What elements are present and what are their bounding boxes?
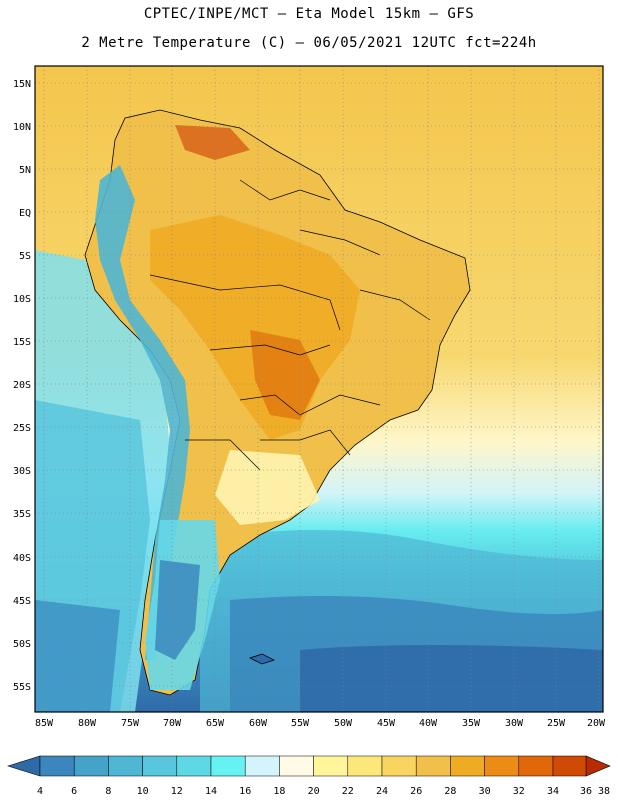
latitude-axis: 15N 10N 5N EQ 5S 10S 15S 20S 25S 30S 35S… xyxy=(13,79,31,693)
map-title: CPTEC/INPE/MCT – Eta Model 15km – GFS xyxy=(143,6,475,22)
lon-label: 20W xyxy=(587,718,606,729)
lon-label: 50W xyxy=(334,718,353,729)
colorbar-swatch xyxy=(73,755,109,777)
colorbar-swatch xyxy=(518,755,554,777)
colorbar-label: 10 xyxy=(137,786,149,797)
colorbar: 4 6 8 10 12 14 16 18 20 22 24 26 28 30 3… xyxy=(6,755,611,797)
lat-label: 15S xyxy=(13,337,31,348)
colorbar-label: 12 xyxy=(171,786,183,797)
lon-label: 75W xyxy=(121,718,140,729)
colorbar-swatch xyxy=(210,755,246,777)
lon-label: 55W xyxy=(291,718,310,729)
colorbar-swatch xyxy=(279,755,314,777)
lat-label: 10N xyxy=(13,122,31,133)
colorbar-label: 22 xyxy=(342,786,354,797)
colorbar-label: 34 xyxy=(547,786,559,797)
colorbar-swatch xyxy=(108,755,143,777)
colorbar-swatch xyxy=(313,755,349,777)
lat-label: 55S xyxy=(13,682,31,693)
lat-label: 40S xyxy=(13,553,31,564)
lon-label: 40W xyxy=(419,718,438,729)
colorbar-swatch xyxy=(347,755,383,777)
lon-label: 45W xyxy=(377,718,396,729)
lat-label: 35S xyxy=(13,509,31,520)
colorbar-swatch xyxy=(39,755,75,777)
lat-label: 25S xyxy=(13,423,31,434)
lon-label: 35W xyxy=(462,718,481,729)
colorbar-label: 4 xyxy=(37,786,43,797)
lon-label: 30W xyxy=(505,718,524,729)
colorbar-label: 14 xyxy=(205,786,217,797)
map-field xyxy=(35,66,603,712)
lat-label: 30S xyxy=(13,466,31,477)
lon-label: 70W xyxy=(163,718,182,729)
colorbar-swatch xyxy=(142,755,178,777)
lon-label: 65W xyxy=(206,718,225,729)
colorbar-swatch xyxy=(381,755,417,777)
map-subtitle: 2 Metre Temperature (C) – 06/05/2021 12U… xyxy=(81,35,537,51)
lon-label: 25W xyxy=(547,718,566,729)
colorbar-label: 28 xyxy=(444,786,456,797)
colorbar-swatch xyxy=(450,755,485,777)
lat-label: 45S xyxy=(13,596,31,607)
map-frame xyxy=(34,65,604,713)
colorbar-swatch xyxy=(176,755,212,777)
colorbar-label: 18 xyxy=(273,786,285,797)
colorbar-high-arrow xyxy=(585,755,611,777)
colorbar-swatch xyxy=(552,755,587,777)
lat-label: EQ xyxy=(19,208,31,219)
colorbar-label: 32 xyxy=(513,786,525,797)
colorbar-low-arrow xyxy=(6,755,41,777)
colorbar-swatch xyxy=(244,755,280,777)
lat-label: 5S xyxy=(19,251,31,262)
colorbar-label: 24 xyxy=(376,786,388,797)
colorbar-label: 36 xyxy=(580,786,592,797)
colorbar-label: 8 xyxy=(105,786,111,797)
lat-label: 15N xyxy=(13,79,31,90)
lat-label: 10S xyxy=(13,294,31,305)
lon-label: 85W xyxy=(35,718,54,729)
colorbar-label: 6 xyxy=(71,786,77,797)
colorbar-label: 20 xyxy=(308,786,320,797)
lat-label: 50S xyxy=(13,639,31,650)
lon-label: 60W xyxy=(249,718,268,729)
lat-label: 5N xyxy=(19,165,31,176)
colorbar-label: 30 xyxy=(479,786,491,797)
lon-label: 80W xyxy=(78,718,97,729)
colorbar-swatch xyxy=(415,755,451,777)
longitude-axis: 85W 80W 75W 70W 65W 60W 55W 50W 45W 40W … xyxy=(35,718,606,729)
colorbar-swatch xyxy=(484,755,520,777)
colorbar-label: 38 xyxy=(598,786,610,797)
lat-label: 20S xyxy=(13,380,31,391)
colorbar-label: 16 xyxy=(239,786,251,797)
colorbar-label: 26 xyxy=(410,786,422,797)
